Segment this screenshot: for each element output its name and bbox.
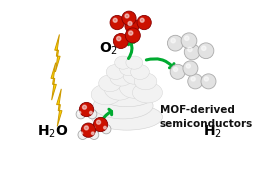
- Ellipse shape: [93, 93, 153, 119]
- Ellipse shape: [131, 64, 149, 80]
- Circle shape: [137, 15, 151, 30]
- Circle shape: [204, 77, 208, 81]
- Text: O$_2$: O$_2$: [100, 40, 119, 57]
- Ellipse shape: [91, 104, 163, 130]
- Circle shape: [104, 126, 106, 129]
- Circle shape: [90, 111, 92, 114]
- Ellipse shape: [91, 84, 121, 105]
- Circle shape: [201, 74, 216, 89]
- Circle shape: [171, 38, 175, 43]
- Text: H$_2$: H$_2$: [203, 124, 222, 140]
- Circle shape: [92, 126, 95, 129]
- Circle shape: [78, 111, 81, 114]
- Ellipse shape: [106, 64, 125, 80]
- Circle shape: [82, 105, 87, 109]
- Circle shape: [185, 36, 189, 40]
- Circle shape: [76, 109, 86, 119]
- Circle shape: [167, 35, 183, 51]
- Circle shape: [78, 130, 87, 139]
- Circle shape: [92, 132, 94, 135]
- Text: MOF-derived
semiconductors: MOF-derived semiconductors: [160, 105, 253, 129]
- Circle shape: [80, 132, 83, 135]
- Circle shape: [188, 74, 203, 89]
- Circle shape: [94, 117, 108, 132]
- Polygon shape: [55, 34, 60, 72]
- Circle shape: [188, 47, 192, 52]
- Circle shape: [181, 33, 197, 49]
- Circle shape: [84, 126, 88, 130]
- Circle shape: [89, 130, 99, 139]
- Ellipse shape: [99, 75, 121, 92]
- Circle shape: [186, 64, 190, 68]
- Ellipse shape: [110, 69, 133, 86]
- Circle shape: [125, 19, 139, 33]
- Ellipse shape: [99, 82, 155, 107]
- Circle shape: [140, 18, 144, 22]
- Circle shape: [79, 102, 94, 117]
- Circle shape: [174, 67, 178, 71]
- Circle shape: [125, 28, 140, 43]
- Ellipse shape: [133, 82, 163, 103]
- Circle shape: [90, 125, 100, 134]
- Circle shape: [202, 46, 206, 50]
- Polygon shape: [57, 89, 62, 126]
- Circle shape: [129, 31, 133, 35]
- Circle shape: [113, 33, 128, 49]
- Circle shape: [125, 14, 129, 18]
- Ellipse shape: [115, 56, 131, 69]
- Ellipse shape: [104, 78, 134, 100]
- Circle shape: [170, 64, 185, 79]
- Ellipse shape: [126, 56, 143, 69]
- Circle shape: [183, 61, 198, 76]
- Circle shape: [97, 120, 101, 124]
- Ellipse shape: [134, 73, 157, 90]
- Ellipse shape: [119, 61, 138, 76]
- Text: H$_2$O: H$_2$O: [37, 124, 68, 140]
- Ellipse shape: [119, 76, 149, 98]
- Circle shape: [128, 22, 132, 26]
- Circle shape: [101, 125, 111, 134]
- Circle shape: [191, 77, 195, 81]
- Circle shape: [113, 18, 117, 22]
- Circle shape: [81, 123, 95, 137]
- Circle shape: [198, 43, 214, 59]
- Circle shape: [122, 11, 136, 25]
- Circle shape: [184, 44, 200, 60]
- Circle shape: [117, 36, 121, 41]
- Polygon shape: [51, 63, 56, 100]
- Ellipse shape: [123, 67, 145, 84]
- Circle shape: [87, 109, 97, 119]
- Circle shape: [110, 15, 124, 30]
